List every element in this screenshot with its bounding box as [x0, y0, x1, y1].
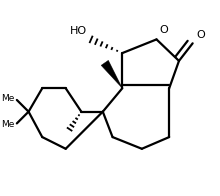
Text: Me: Me [2, 94, 15, 103]
Polygon shape [101, 60, 122, 88]
Text: O: O [160, 24, 168, 34]
Text: HO: HO [70, 26, 87, 36]
Text: O: O [196, 30, 205, 40]
Text: Me: Me [2, 120, 15, 129]
